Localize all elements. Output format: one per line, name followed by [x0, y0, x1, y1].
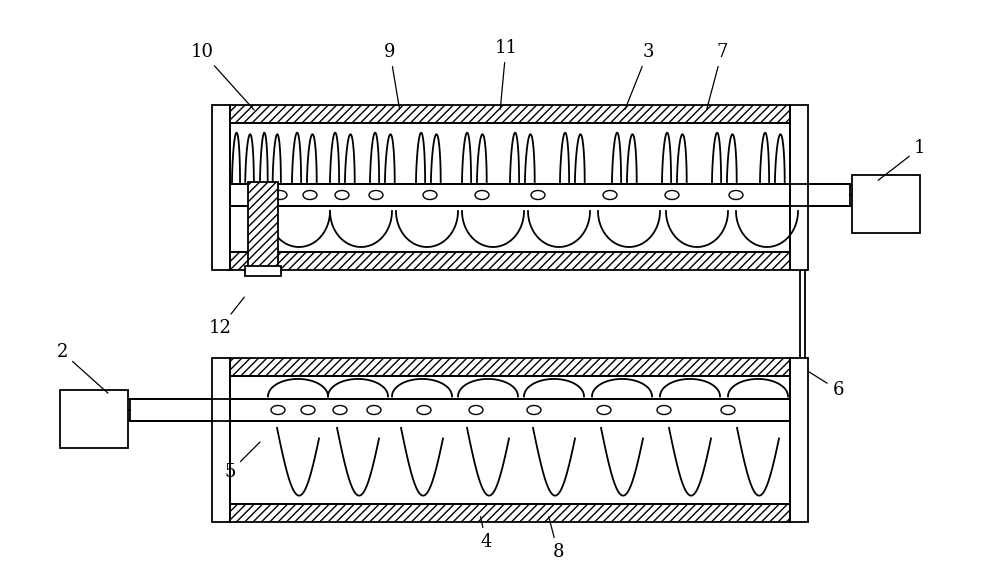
Ellipse shape [721, 406, 735, 415]
Bar [212, 358, 230, 522]
Text: 12: 12 [209, 297, 244, 337]
Bar [245, 266, 281, 276]
Bar [60, 390, 128, 448]
Text: 4: 4 [480, 517, 492, 551]
Ellipse shape [335, 191, 349, 199]
Bar [230, 504, 790, 522]
Ellipse shape [333, 406, 347, 415]
Bar [852, 175, 920, 233]
Text: 10: 10 [190, 43, 254, 110]
Bar [790, 358, 808, 522]
Ellipse shape [423, 191, 437, 199]
Bar [248, 182, 278, 270]
Text: 9: 9 [384, 43, 400, 109]
Ellipse shape [273, 191, 287, 199]
Bar [230, 358, 790, 376]
Bar [130, 399, 790, 421]
Ellipse shape [475, 191, 489, 199]
Bar [230, 252, 790, 270]
Ellipse shape [603, 191, 617, 199]
Ellipse shape [531, 191, 545, 199]
Text: 6: 6 [808, 371, 844, 399]
Bar [790, 105, 808, 270]
Ellipse shape [469, 406, 483, 415]
Ellipse shape [301, 406, 315, 415]
Bar [212, 105, 230, 270]
Bar [230, 105, 790, 123]
Text: 8: 8 [549, 517, 564, 561]
Ellipse shape [367, 406, 381, 415]
Ellipse shape [657, 406, 671, 415]
Ellipse shape [597, 406, 611, 415]
Text: 7: 7 [707, 43, 728, 110]
Ellipse shape [417, 406, 431, 415]
Ellipse shape [271, 406, 285, 415]
Text: 5: 5 [224, 442, 260, 481]
Text: 1: 1 [878, 139, 926, 180]
Ellipse shape [303, 191, 317, 199]
Text: 2: 2 [56, 343, 108, 393]
Ellipse shape [369, 191, 383, 199]
Bar [230, 184, 850, 206]
Ellipse shape [729, 191, 743, 199]
Ellipse shape [665, 191, 679, 199]
Ellipse shape [527, 406, 541, 415]
Text: 3: 3 [625, 43, 654, 110]
Text: 11: 11 [494, 39, 518, 109]
